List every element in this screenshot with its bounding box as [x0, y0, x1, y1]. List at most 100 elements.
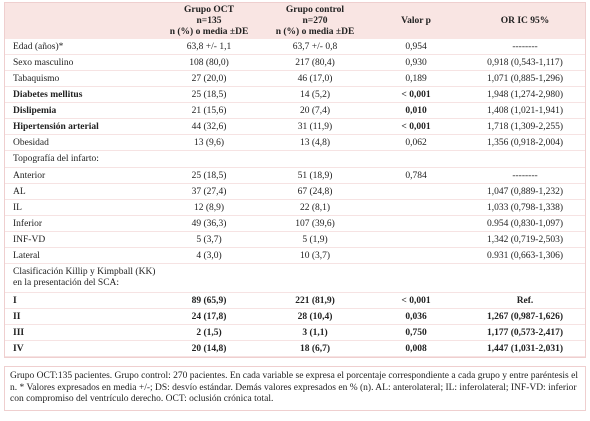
- oct-cell: 5 (3,7): [155, 231, 263, 248]
- oct-cell: 13 (9,6): [155, 134, 263, 151]
- data-row: Tabaquismo 27 (20,0) 46 (17,0) 0,189 1,071 (…: [5, 70, 585, 87]
- data-row: AL 37 (27,4) 67 (24,8) 1,047 (0,889-1,232): [5, 183, 585, 200]
- data-row: Hipertensión arterial 44 (32,6) 31 (11,9) <…: [5, 118, 585, 135]
- data-row: III 2 (1,5) 3 (1,1) 0,750 1,177 (0,573-2,417…: [5, 324, 585, 341]
- p-cell: 0,930: [367, 54, 465, 71]
- data-row: Anterior 25 (18,5) 51 (18,9) 0,784 --------: [5, 167, 585, 184]
- or-cell: 1,071 (0,885-1,296): [465, 70, 585, 87]
- section-line: Clasificación Killip y Kimpball (KK): [13, 267, 156, 277]
- header-cell: [5, 3, 155, 39]
- oct-cell: 108 (80,0): [155, 54, 263, 71]
- p-cell: < 0,001: [367, 118, 465, 135]
- p-cell: [367, 183, 465, 200]
- control-cell: 31 (11,9): [263, 118, 367, 135]
- control-cell: 14 (5,2): [263, 86, 367, 103]
- table-body: Edad (años)* 63,8 +/- 1,1 63,7 +/- 0,8 0,95…: [5, 39, 585, 357]
- oct-cell: 12 (8,9): [155, 199, 263, 216]
- section-line: en la presentación del SCA:: [13, 278, 120, 288]
- label-cell: AL: [5, 183, 155, 200]
- section-cell: Clasificación Killip y Kimpball (KK) en l…: [5, 263, 585, 293]
- label-cell: Tabaquismo: [5, 70, 155, 87]
- control-cell: 3 (1,1): [263, 324, 367, 341]
- header-line: Grupo OCT: [184, 4, 234, 15]
- header-cell: Valor p: [367, 3, 465, 39]
- control-cell: 10 (3,7): [263, 247, 367, 264]
- label-cell: Diabetes mellitus: [5, 86, 155, 103]
- data-row: Sexo masculino 108 (80,0) 217 (80,4) 0,930 0…: [5, 54, 585, 71]
- label-cell: Obesidad: [5, 134, 155, 151]
- or-cell: 1,033 (0,798-1,338): [465, 199, 585, 216]
- p-cell: 0,954: [367, 39, 465, 55]
- label-cell: I: [5, 292, 155, 309]
- header-line: n=270: [302, 15, 328, 26]
- control-cell: 51 (18,9): [263, 167, 367, 184]
- label-cell: IL: [5, 199, 155, 216]
- header-line: n=135: [196, 15, 222, 26]
- or-cell: 0.931 (0,663-1,306): [465, 247, 585, 264]
- label-cell: Anterior: [5, 167, 155, 184]
- data-row: Dislipemia 21 (15,6) 20 (7,4) 0,010 1,408 (1…: [5, 102, 585, 119]
- section-row: Clasificación Killip y Kimpball (KK) en l…: [5, 263, 585, 293]
- control-cell: 67 (24,8): [263, 183, 367, 200]
- header-cell: Grupo OCT n=135 n (%) o media ±DE: [155, 3, 263, 39]
- p-cell: [367, 247, 465, 264]
- or-cell: 1,948 (1,274-2,980): [465, 86, 585, 103]
- p-cell: < 0,001: [367, 292, 465, 309]
- oct-cell: 20 (14,8): [155, 340, 263, 357]
- data-row: IL 12 (8,9) 22 (8,1) 1,033 (0,798-1,338): [5, 199, 585, 216]
- p-cell: < 0,001: [367, 86, 465, 103]
- p-cell: 0,062: [367, 134, 465, 151]
- control-cell: 22 (8,1): [263, 199, 367, 216]
- label-cell: Inferior: [5, 215, 155, 232]
- control-cell: 20 (7,4): [263, 102, 367, 119]
- control-cell: 5 (1,9): [263, 231, 367, 248]
- label-cell: Sexo masculino: [5, 54, 155, 71]
- oct-cell: 21 (15,6): [155, 102, 263, 119]
- data-row: Diabetes mellitus 25 (18,5) 14 (5,2) < 0,00…: [5, 86, 585, 103]
- or-cell: 1,718 (1,309-2,255): [465, 118, 585, 135]
- header-line: n (%) o media ±DE: [275, 26, 355, 37]
- oct-cell: 2 (1,5): [155, 324, 263, 341]
- oct-cell: 44 (32,6): [155, 118, 263, 135]
- data-row: Obesidad 13 (9,6) 13 (4,8) 0,062 1,356 (0,91…: [5, 134, 585, 151]
- label-cell: Dislipemia: [5, 102, 155, 119]
- oct-cell: 63,8 +/- 1,1: [155, 39, 263, 55]
- or-cell: 0.954 (0,830-1,097): [465, 215, 585, 232]
- oct-cell: 24 (17,8): [155, 308, 263, 325]
- oct-cell: 37 (27,4): [155, 183, 263, 200]
- or-cell: Ref.: [465, 292, 585, 309]
- control-cell: 221 (81,9): [263, 292, 367, 309]
- or-cell: --------: [465, 39, 585, 55]
- section-cell: Topografía del infarto:: [5, 150, 585, 168]
- footnote: Grupo OCT:135 pacientes. Grupo control: …: [4, 366, 586, 411]
- control-cell: 18 (6,7): [263, 340, 367, 357]
- label-cell: Edad (años)*: [5, 39, 155, 55]
- data-row: Edad (años)* 63,8 +/- 1,1 63,7 +/- 0,8 0,95…: [5, 39, 585, 55]
- header-cell: Grupo control n=270 n (%) o media ±DE: [263, 3, 367, 39]
- or-cell: 1,267 (0,987-1,626): [465, 308, 585, 325]
- oct-cell: 27 (20,0): [155, 70, 263, 87]
- oct-cell: 25 (18,5): [155, 167, 263, 184]
- control-cell: 63,7 +/- 0,8: [263, 39, 367, 55]
- table: Grupo OCT n=135 n (%) o media ±DE Grupo …: [5, 3, 585, 357]
- section-line: Topografía del infarto:: [13, 153, 99, 164]
- p-cell: 0,008: [367, 340, 465, 357]
- table-frame: Grupo OCT n=135 n (%) o media ±DE Grupo …: [4, 2, 586, 358]
- or-cell: 1,447 (1,031-2,031): [465, 340, 585, 357]
- data-row: IV 20 (14,8) 18 (6,7) 0,008 1,447 (1,031-2,0…: [5, 340, 585, 357]
- data-row: Lateral 4 (3,0) 10 (3,7) 0.931 (0,663-1,306…: [5, 247, 585, 264]
- label-cell: III: [5, 324, 155, 341]
- header-line: n (%) o media ±DE: [169, 26, 249, 37]
- p-cell: 0,784: [367, 167, 465, 184]
- p-cell: 0,010: [367, 102, 465, 119]
- or-cell: 1,047 (0,889-1,232): [465, 183, 585, 200]
- p-cell: [367, 199, 465, 216]
- control-cell: 217 (80,4): [263, 54, 367, 71]
- label-cell: IV: [5, 340, 155, 357]
- control-cell: 28 (10,4): [263, 308, 367, 325]
- header-line: Grupo control: [285, 4, 345, 15]
- p-cell: 0,036: [367, 308, 465, 325]
- data-row: I 89 (65,9) 221 (81,9) < 0,001 Ref.: [5, 292, 585, 309]
- label-cell: INF-VD: [5, 231, 155, 248]
- p-cell: [367, 215, 465, 232]
